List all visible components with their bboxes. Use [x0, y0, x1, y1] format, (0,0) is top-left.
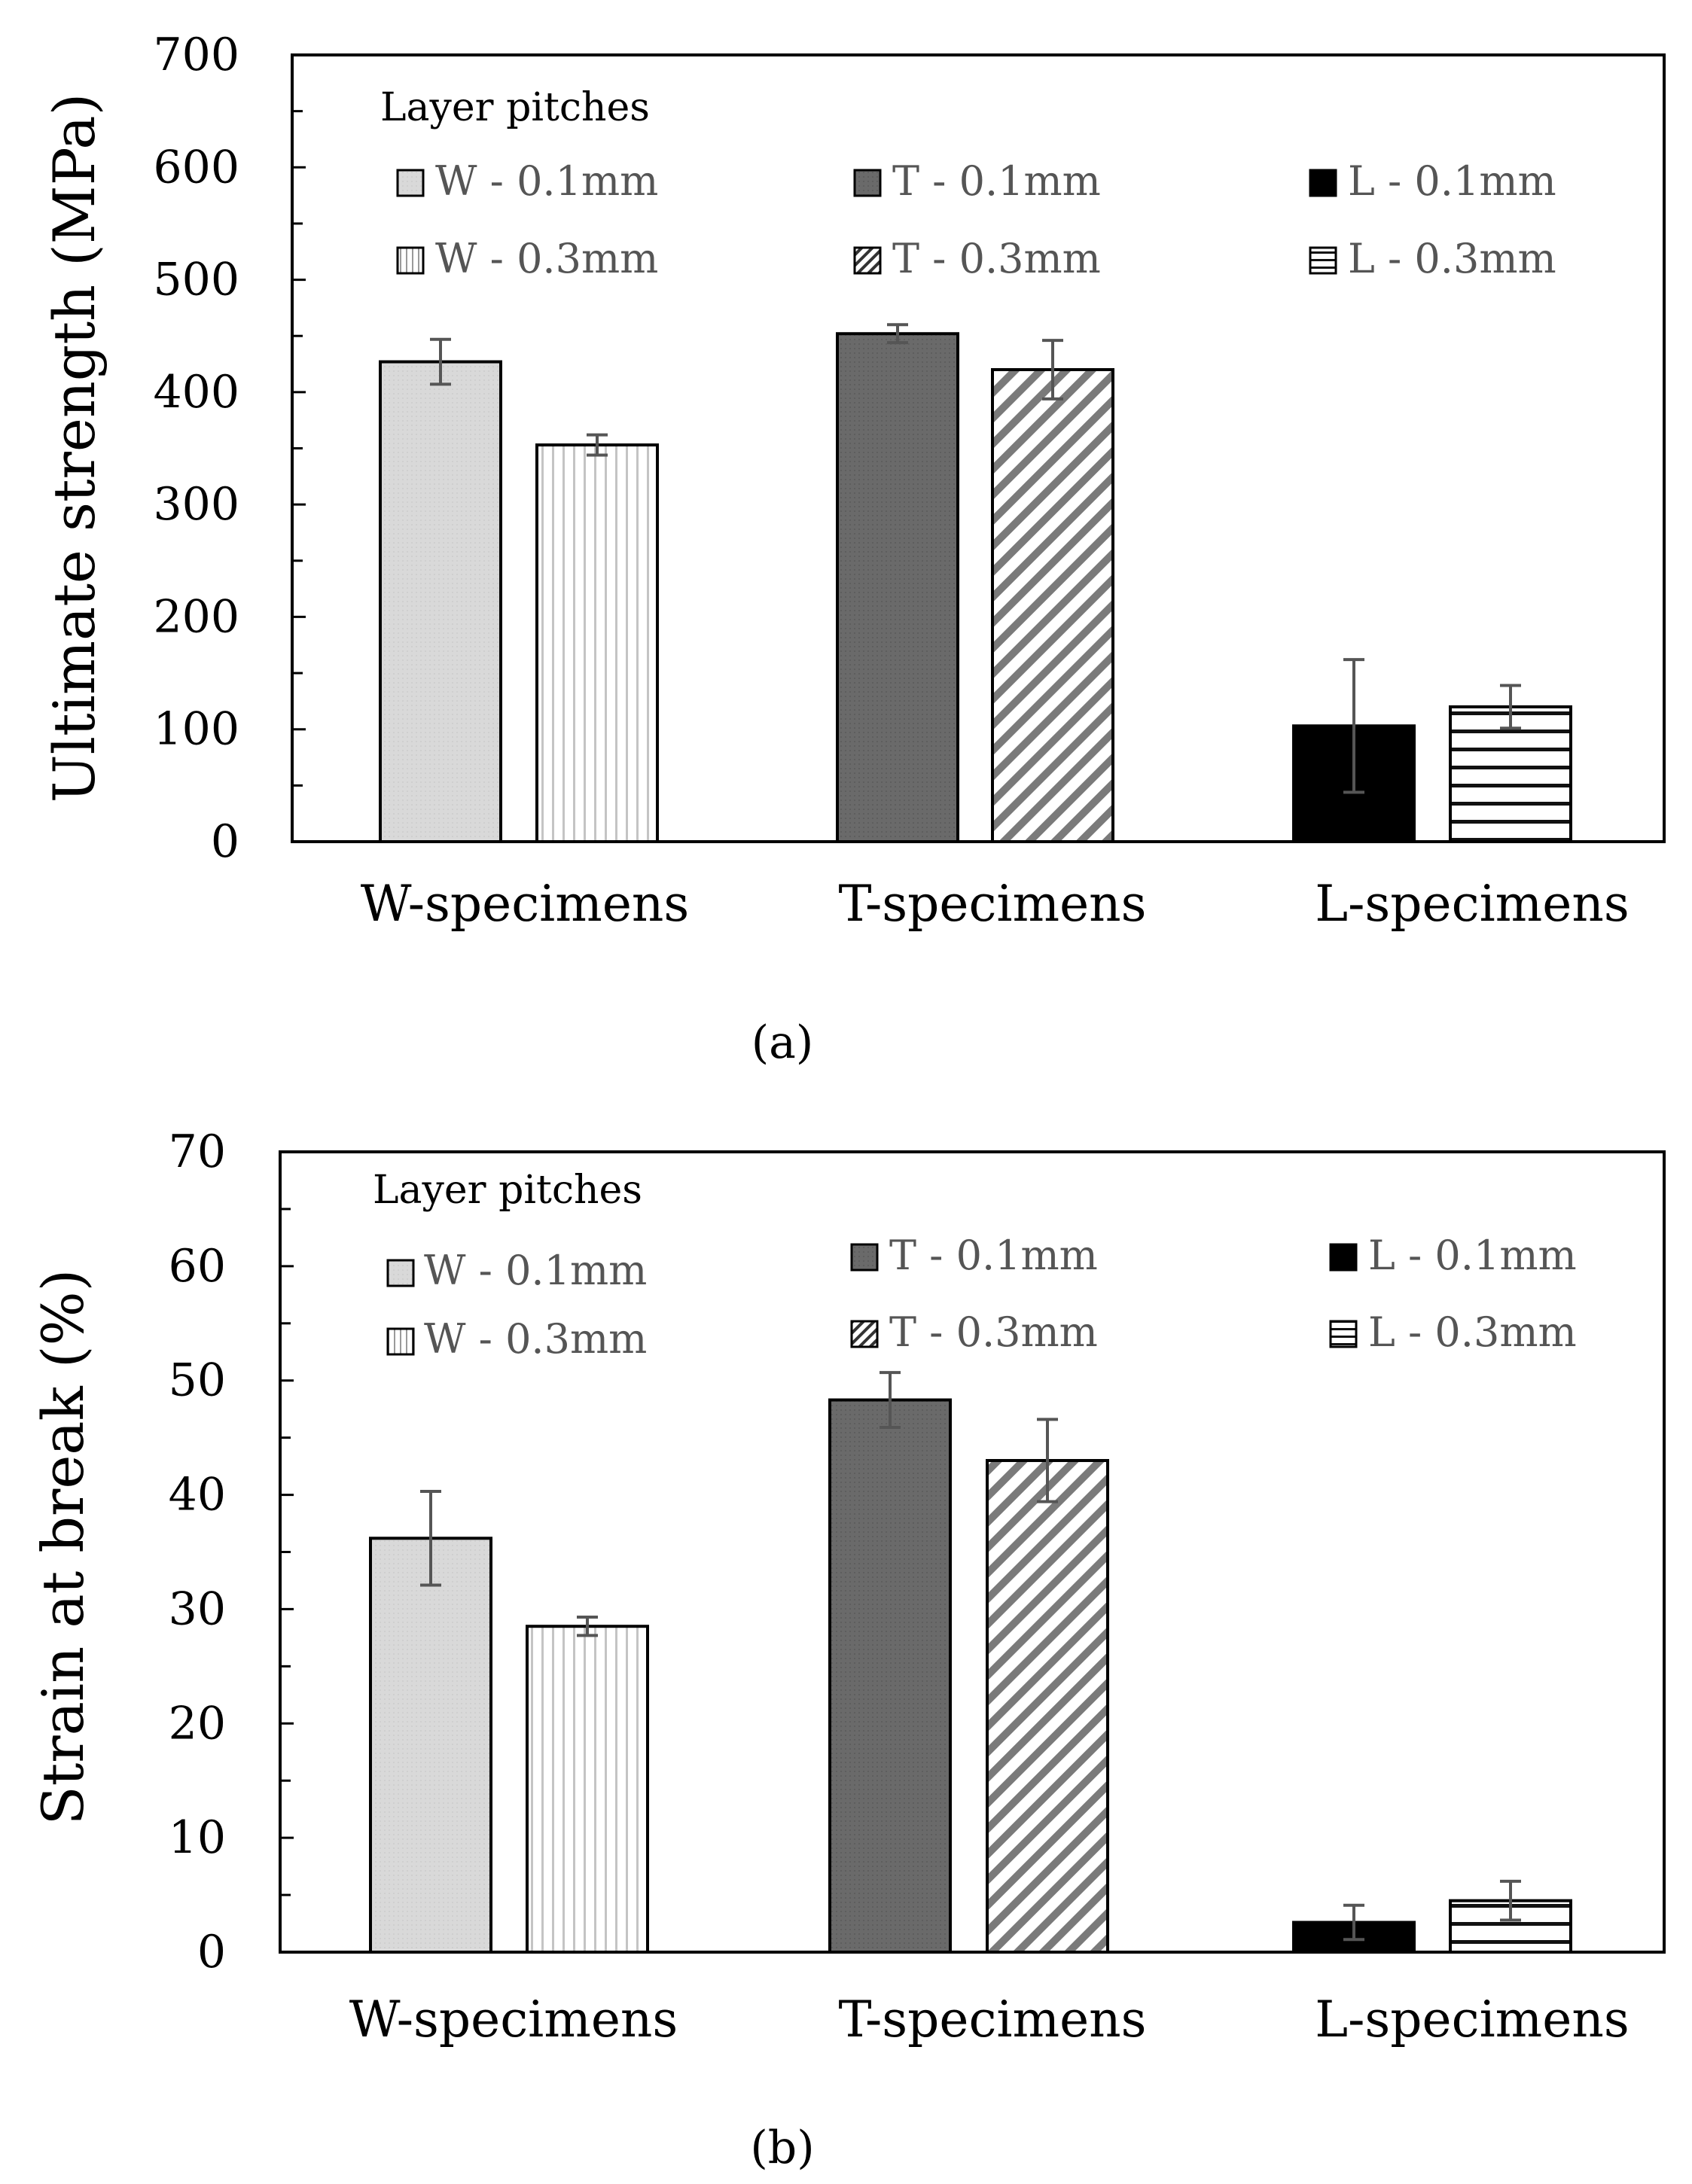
legend-title: Layer pitches: [380, 85, 650, 130]
y-tick-label: 10: [169, 1811, 226, 1864]
legend-swatch-l-01: [1329, 1243, 1358, 1272]
y-axis-ticks: 0 100 200 300 400 500 600 700: [153, 29, 306, 868]
bar-w-0-1mm: [369, 1537, 492, 1954]
legend-label-l-03: L - 0.3mm: [1368, 1308, 1577, 1356]
y-axis-ticks: 0 10 20 30 40 50 60 70: [169, 1126, 294, 1978]
y-tick-label: 70: [169, 1126, 226, 1178]
legend: Layer pitches W - 0.1mm W - 0.3mm T - 0.…: [380, 85, 1556, 282]
y-axis-label: Strain at break (%): [29, 1269, 96, 1826]
legend-label-l-01: L - 0.1mm: [1368, 1232, 1577, 1279]
y-tick-label: 600: [153, 141, 239, 193]
bars: [379, 323, 1572, 843]
error-bar-l-0-1mm: [1343, 1903, 1364, 1942]
error-bar-w-0-1mm: [430, 337, 451, 386]
y-tick-label: 400: [153, 366, 239, 419]
legend-swatch-l-03: [1329, 1320, 1358, 1348]
panel-a: Ultimate strength (MPa) 0 100 200 300 400 500…: [41, 29, 1666, 1069]
bars: [369, 1371, 1572, 1954]
y-tick-label: 50: [169, 1354, 226, 1407]
category-label-t: T-specimens: [838, 1991, 1146, 2048]
legend-swatch-t-01: [850, 1243, 879, 1272]
legend-swatch-t-03: [850, 1320, 879, 1348]
bar-w-0-3mm: [535, 443, 659, 843]
y-tick-label: 100: [153, 703, 239, 756]
legend-swatch-w-01: [386, 1259, 415, 1287]
legend-label-t-03: T - 0.3mm: [892, 235, 1101, 282]
legend-swatch-t-03: [853, 246, 882, 275]
legend: Layer pitches W - 0.1mm W - 0.3mm T - 0.…: [373, 1168, 1577, 1363]
y-tick-label: 60: [169, 1240, 226, 1293]
legend-label-w-01: W - 0.1mm: [424, 1247, 647, 1294]
error-bar-t-0-1mm: [880, 1371, 901, 1429]
error-bar-t-0-3mm: [1042, 339, 1063, 401]
y-tick-label: 200: [153, 590, 239, 643]
legend-label-w-03: W - 0.3mm: [424, 1315, 647, 1363]
legend-label-w-01: W - 0.1mm: [435, 157, 658, 205]
error-bar-l-0-3mm: [1500, 1879, 1521, 1922]
y-tick-label: 20: [169, 1697, 226, 1750]
bar-l-0-3mm: [1449, 1899, 1572, 1954]
legend-swatch-t-01: [853, 169, 882, 197]
x-axis-labels: W-specimens T-specimens L-specimens: [349, 1991, 1630, 2048]
legend-swatch-l-01: [1309, 169, 1337, 197]
legend-label-l-01: L - 0.1mm: [1348, 157, 1556, 205]
bar-w-0-3mm: [526, 1625, 649, 1954]
bar-t-0-1mm: [828, 1398, 952, 1954]
y-tick-label: 500: [153, 254, 239, 306]
legend-label-t-01: T - 0.1mm: [892, 157, 1101, 205]
legend-swatch-w-01: [396, 169, 425, 197]
legend-label-t-03: T - 0.3mm: [889, 1308, 1098, 1356]
bar-w-0-1mm: [379, 360, 502, 843]
legend-swatch-w-03: [396, 246, 425, 275]
y-axis-label: Ultimate strength (MPa): [41, 93, 108, 803]
x-axis-labels: W-specimens T-specimens L-specimens: [361, 875, 1630, 933]
y-tick-label: 300: [153, 478, 239, 531]
error-bar-l-0-3mm: [1500, 684, 1521, 730]
panel-b: Strain at break (%) 0 10 20 30 40 50 60 70 W-sp…: [29, 1126, 1666, 2174]
category-label-l: L-specimens: [1315, 875, 1629, 933]
legend-title: Layer pitches: [373, 1168, 642, 1213]
panel-caption: (a): [751, 1016, 814, 1069]
y-tick-label: 40: [169, 1469, 226, 1521]
bar-t-0-1mm: [836, 332, 959, 843]
error-bar-t-0-1mm: [887, 323, 908, 345]
error-bar-w-0-3mm: [587, 433, 608, 457]
bar-t-0-3mm: [986, 1459, 1109, 1954]
legend-swatch-l-03: [1309, 246, 1337, 275]
bar-t-0-3mm: [991, 368, 1114, 843]
error-bar-t-0-3mm: [1037, 1418, 1058, 1503]
category-label-t: T-specimens: [838, 875, 1146, 933]
y-tick-label: 0: [197, 1926, 226, 1978]
y-tick-label: 700: [153, 29, 239, 81]
legend-label-t-01: T - 0.1mm: [889, 1232, 1098, 1279]
error-bar-w-0-3mm: [577, 1616, 598, 1637]
category-label-w: W-specimens: [361, 875, 690, 933]
legend-label-w-03: W - 0.3mm: [435, 235, 658, 282]
category-label-l: L-specimens: [1315, 1991, 1629, 2048]
error-bar-w-0-1mm: [420, 1490, 441, 1587]
legend-label-l-03: L - 0.3mm: [1348, 235, 1556, 282]
legend-swatch-w-03: [386, 1327, 415, 1356]
panel-caption: (b): [750, 2122, 814, 2174]
category-label-w: W-specimens: [349, 1991, 678, 2048]
y-tick-label: 30: [169, 1582, 226, 1635]
error-bar-l-0-1mm: [1343, 658, 1364, 794]
y-tick-label: 0: [211, 815, 239, 868]
